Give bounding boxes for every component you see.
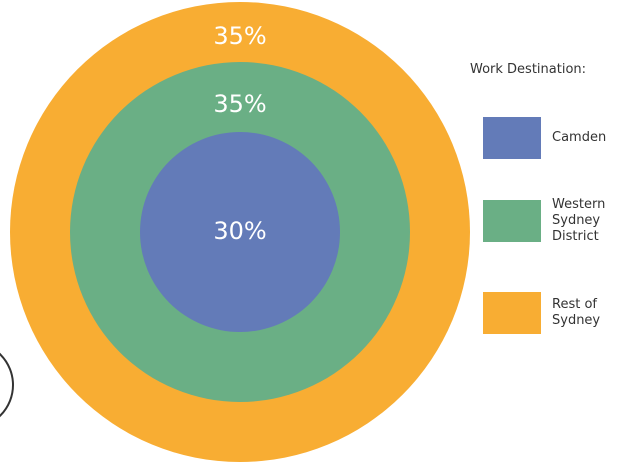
legend-swatch	[483, 200, 541, 242]
legend-item: Western Sydney District	[483, 197, 623, 244]
value-label: 30%	[213, 217, 266, 245]
legend-label: Camden	[552, 130, 607, 145]
legend-swatch	[483, 292, 541, 334]
legend-title: Work Destination:	[470, 62, 587, 77]
legend-swatch	[483, 117, 541, 159]
value-label: 35%	[213, 90, 266, 118]
value-label: 35%	[213, 22, 266, 50]
rings: 30% 35% 35%	[10, 2, 470, 462]
ring	[140, 132, 340, 332]
legend-item: Rest of Sydney	[483, 292, 623, 334]
decor-circle	[0, 352, 14, 418]
legend-item: Camden	[483, 117, 623, 159]
legend-label: Western Sydney District	[552, 197, 606, 244]
legend-label: Rest of Sydney	[552, 297, 601, 328]
